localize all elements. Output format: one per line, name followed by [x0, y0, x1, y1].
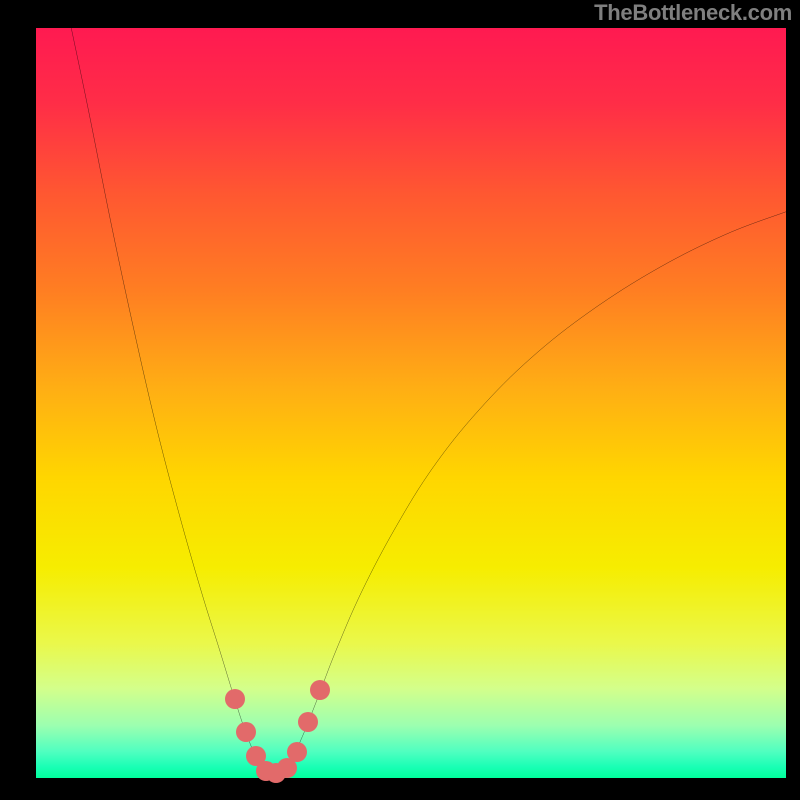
curve-marker — [225, 689, 245, 709]
curve-marker — [310, 680, 330, 700]
bottleneck-chart — [36, 28, 786, 778]
curve-marker — [298, 712, 318, 732]
curve-path — [71, 28, 786, 774]
watermark-text: TheBottleneck.com — [594, 0, 792, 26]
bottleneck-curve — [36, 28, 786, 778]
curve-marker — [287, 742, 307, 762]
curve-marker — [236, 722, 256, 742]
